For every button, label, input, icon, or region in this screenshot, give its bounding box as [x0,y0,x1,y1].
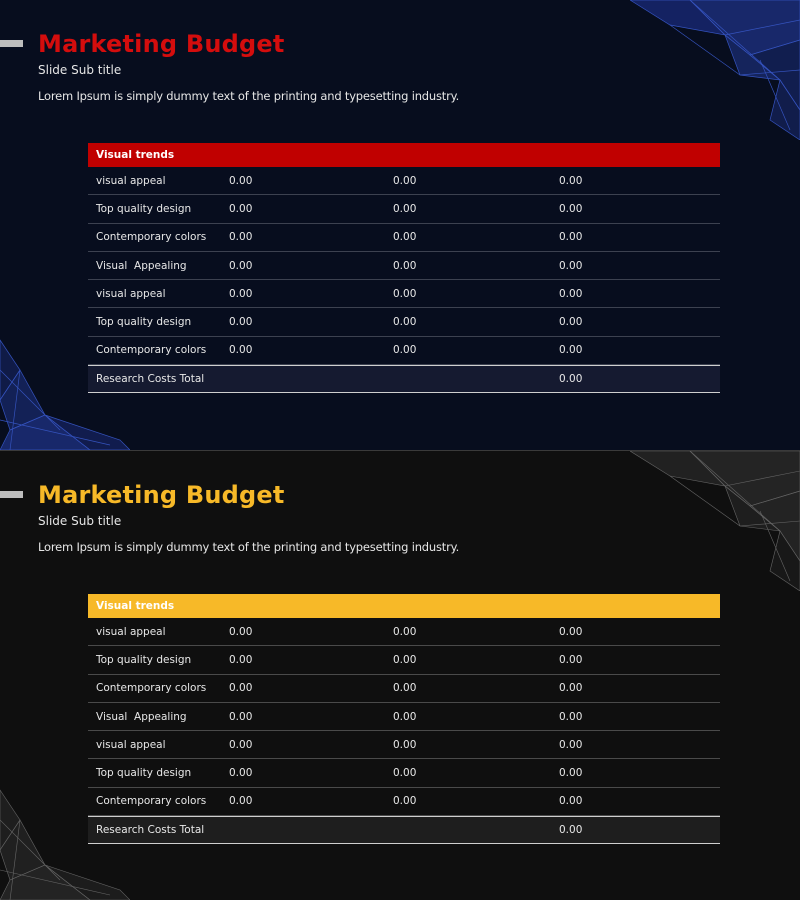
row-label: Top quality design [96,653,192,666]
table-total-row: Research Costs Total 0.00 [88,365,720,394]
row-value: 0.00 [559,202,583,215]
row-value: 0.00 [393,259,417,272]
row-value: 0.00 [229,287,253,300]
row-value: 0.00 [229,738,253,751]
budget-table: Visual trends visual appeal 0.00 0.00 0.… [88,143,720,394]
row-value: 0.00 [229,174,253,187]
row-value: 0.00 [229,625,253,638]
row-label: Top quality design [96,202,192,215]
slide-lead-text: Lorem Ipsum is simply dummy text of the … [38,89,460,103]
slide-title: Marketing Budget [38,30,285,58]
row-label: Contemporary colors [96,795,207,808]
table-row: Contemporary colors 0.00 0.00 0.00 [88,337,720,366]
row-value: 0.00 [229,202,253,215]
row-value: 0.00 [393,767,417,780]
table-row: Contemporary colors 0.00 0.00 0.00 [88,788,720,817]
table-total-row: Research Costs Total 0.00 [88,816,720,845]
table-header: Visual trends [88,143,720,167]
row-value: 0.00 [393,202,417,215]
row-label: Visual Appealing [96,710,187,723]
slide-title: Marketing Budget [38,481,285,509]
table-row: visual appeal 0.00 0.00 0.00 [88,167,720,196]
table-row: Top quality design 0.00 0.00 0.00 [88,308,720,337]
row-value: 0.00 [393,231,417,244]
row-value: 0.00 [393,653,417,666]
row-value: 0.00 [393,795,417,808]
slide-lead-text: Lorem Ipsum is simply dummy text of the … [38,540,460,554]
row-value: 0.00 [229,710,253,723]
row-value: 0.00 [229,259,253,272]
budget-table: Visual trends visual appeal 0.00 0.00 0.… [88,594,720,845]
table-row: Top quality design 0.00 0.00 0.00 [88,195,720,224]
polygon-network-decoration [630,0,800,140]
row-value: 0.00 [559,344,583,357]
total-value: 0.00 [559,824,583,837]
row-value: 0.00 [393,316,417,329]
row-value: 0.00 [559,625,583,638]
row-value: 0.00 [229,767,253,780]
slide-subtitle: Slide Sub title [38,63,122,77]
slide-2: Marketing Budget Slide Sub title Lorem I… [0,450,800,900]
total-label: Research Costs Total [96,824,205,837]
row-value: 0.00 [393,344,417,357]
row-value: 0.00 [559,287,583,300]
row-value: 0.00 [229,316,253,329]
row-value: 0.00 [559,795,583,808]
row-value: 0.00 [393,738,417,751]
table-row: visual appeal 0.00 0.00 0.00 [88,618,720,647]
row-label: visual appeal [96,625,166,638]
row-label: Visual Appealing [96,259,187,272]
row-value: 0.00 [559,231,583,244]
row-value: 0.00 [229,653,253,666]
row-value: 0.00 [229,682,253,695]
row-value: 0.00 [559,174,583,187]
row-value: 0.00 [229,795,253,808]
row-value: 0.00 [393,710,417,723]
row-value: 0.00 [393,174,417,187]
table-header: Visual trends [88,594,720,618]
table-row: Contemporary colors 0.00 0.00 0.00 [88,224,720,252]
table-row: visual appeal 0.00 0.00 0.00 [88,731,720,760]
row-value: 0.00 [393,625,417,638]
row-value: 0.00 [559,738,583,751]
row-label: visual appeal [96,287,166,300]
row-value: 0.00 [559,316,583,329]
polygon-network-decoration [630,451,800,591]
title-accent-bar [0,40,23,47]
row-value: 0.00 [559,259,583,272]
row-label: Contemporary colors [96,231,207,244]
table-row: visual appeal 0.00 0.00 0.00 [88,280,720,309]
row-value: 0.00 [393,287,417,300]
row-value: 0.00 [393,682,417,695]
table-row: Contemporary colors 0.00 0.00 0.00 [88,675,720,703]
row-value: 0.00 [229,231,253,244]
title-accent-bar [0,491,23,498]
row-value: 0.00 [559,767,583,780]
row-label: visual appeal [96,738,166,751]
row-label: Top quality design [96,767,192,780]
total-value: 0.00 [559,373,583,386]
row-value: 0.00 [559,653,583,666]
row-value: 0.00 [559,710,583,723]
row-label: visual appeal [96,174,166,187]
row-label: Contemporary colors [96,344,207,357]
row-label: Top quality design [96,316,192,329]
table-row: Top quality design 0.00 0.00 0.00 [88,646,720,675]
row-value: 0.00 [229,344,253,357]
table-row: Visual Appealing 0.00 0.00 0.00 [88,252,720,281]
row-value: 0.00 [559,682,583,695]
slide-1: Marketing Budget Slide Sub title Lorem I… [0,0,800,450]
total-label: Research Costs Total [96,373,205,386]
slide-subtitle: Slide Sub title [38,514,122,528]
row-label: Contemporary colors [96,682,207,695]
table-row: Visual Appealing 0.00 0.00 0.00 [88,703,720,732]
table-row: Top quality design 0.00 0.00 0.00 [88,759,720,788]
